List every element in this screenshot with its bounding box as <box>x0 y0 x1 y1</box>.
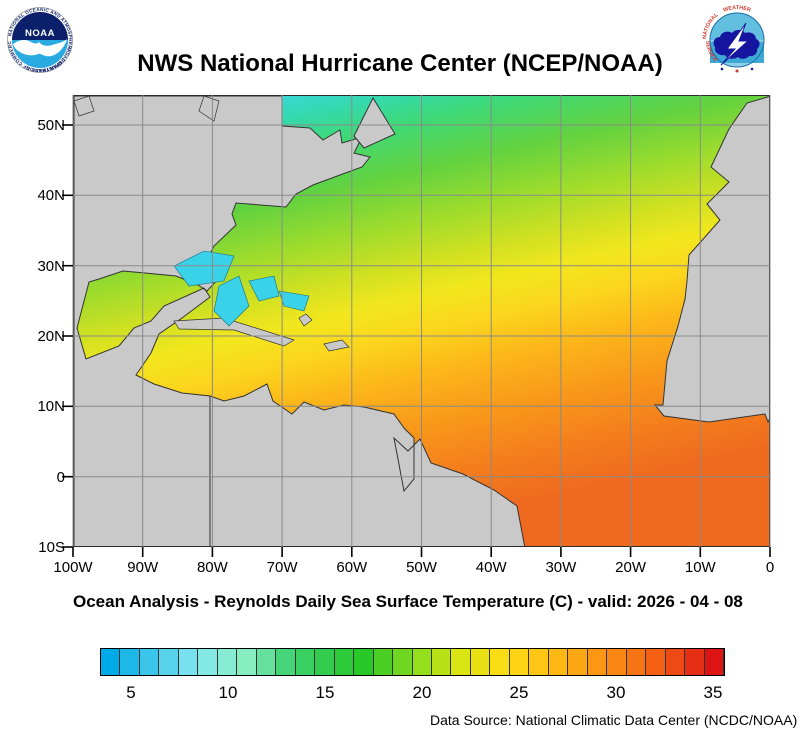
svg-text:WEATHER: WEATHER <box>723 5 752 14</box>
